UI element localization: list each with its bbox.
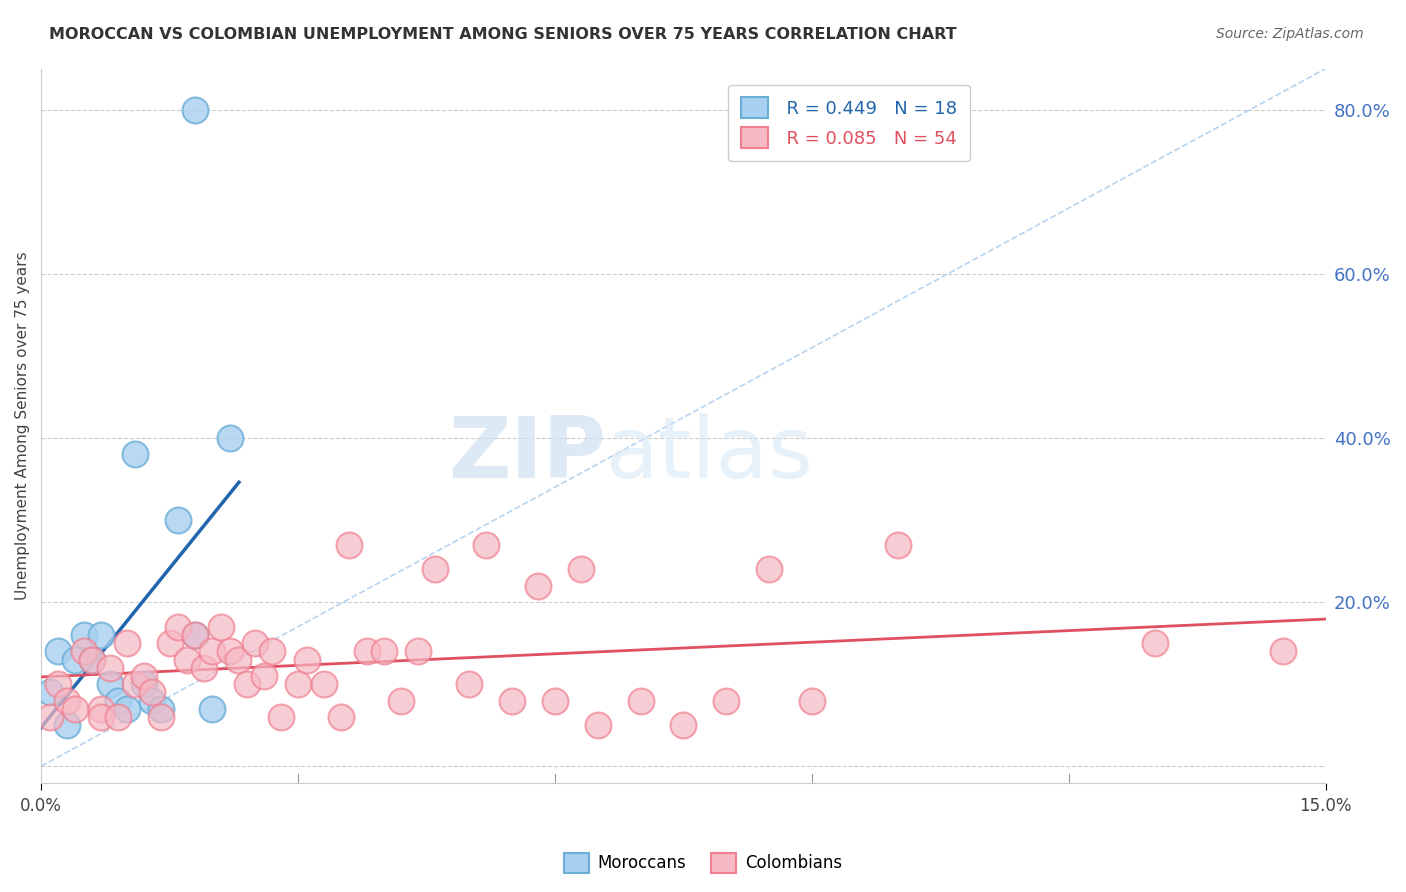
Point bbox=[115, 702, 138, 716]
Point bbox=[56, 693, 79, 707]
Point bbox=[406, 644, 429, 658]
Point bbox=[98, 661, 121, 675]
Point bbox=[312, 677, 335, 691]
Point bbox=[73, 644, 96, 658]
Point bbox=[124, 677, 146, 691]
Point bbox=[544, 693, 567, 707]
Point bbox=[245, 636, 267, 650]
Point bbox=[65, 652, 87, 666]
Point bbox=[423, 562, 446, 576]
Point bbox=[630, 693, 652, 707]
Point bbox=[56, 718, 79, 732]
Point bbox=[339, 538, 361, 552]
Point bbox=[90, 702, 112, 716]
Point bbox=[800, 693, 823, 707]
Point bbox=[235, 677, 257, 691]
Point bbox=[287, 677, 309, 691]
Point bbox=[176, 652, 198, 666]
Point bbox=[159, 636, 181, 650]
Point bbox=[373, 644, 395, 658]
Point bbox=[184, 628, 207, 642]
Point bbox=[90, 628, 112, 642]
Point bbox=[270, 710, 292, 724]
Point bbox=[167, 513, 190, 527]
Point bbox=[46, 677, 69, 691]
Point bbox=[1143, 636, 1166, 650]
Point bbox=[218, 431, 240, 445]
Point bbox=[107, 710, 129, 724]
Legend:   R = 0.449   N = 18,   R = 0.085   N = 54: R = 0.449 N = 18, R = 0.085 N = 54 bbox=[728, 85, 970, 161]
Point bbox=[193, 661, 215, 675]
Point bbox=[46, 644, 69, 658]
Point bbox=[184, 103, 207, 117]
Point bbox=[184, 628, 207, 642]
Point bbox=[1271, 644, 1294, 658]
Point bbox=[124, 447, 146, 461]
Point bbox=[389, 693, 412, 707]
Point bbox=[218, 644, 240, 658]
Point bbox=[586, 718, 609, 732]
Point bbox=[262, 644, 284, 658]
Point bbox=[201, 702, 224, 716]
Text: ZIP: ZIP bbox=[449, 413, 606, 496]
Point bbox=[90, 710, 112, 724]
Point bbox=[501, 693, 523, 707]
Point bbox=[295, 652, 318, 666]
Point bbox=[758, 562, 780, 576]
Point bbox=[141, 693, 163, 707]
Point bbox=[329, 710, 352, 724]
Point bbox=[132, 677, 155, 691]
Point bbox=[115, 636, 138, 650]
Point bbox=[527, 579, 550, 593]
Point bbox=[150, 702, 173, 716]
Point bbox=[150, 710, 173, 724]
Point bbox=[201, 644, 224, 658]
Point bbox=[356, 644, 378, 658]
Point bbox=[886, 538, 908, 552]
Point bbox=[253, 669, 276, 683]
Point bbox=[141, 685, 163, 699]
Point bbox=[82, 652, 104, 666]
Point bbox=[209, 620, 232, 634]
Point bbox=[672, 718, 695, 732]
Point bbox=[226, 652, 249, 666]
Point bbox=[475, 538, 498, 552]
Point bbox=[458, 677, 481, 691]
Point bbox=[38, 685, 60, 699]
Y-axis label: Unemployment Among Seniors over 75 years: Unemployment Among Seniors over 75 years bbox=[15, 252, 30, 600]
Point bbox=[716, 693, 738, 707]
Text: atlas: atlas bbox=[606, 413, 814, 496]
Point bbox=[98, 677, 121, 691]
Text: Source: ZipAtlas.com: Source: ZipAtlas.com bbox=[1216, 27, 1364, 41]
Point bbox=[82, 652, 104, 666]
Point bbox=[167, 620, 190, 634]
Point bbox=[65, 702, 87, 716]
Legend: Moroccans, Colombians: Moroccans, Colombians bbox=[558, 847, 848, 880]
Point bbox=[107, 693, 129, 707]
Text: MOROCCAN VS COLOMBIAN UNEMPLOYMENT AMONG SENIORS OVER 75 YEARS CORRELATION CHART: MOROCCAN VS COLOMBIAN UNEMPLOYMENT AMONG… bbox=[49, 27, 957, 42]
Point bbox=[569, 562, 592, 576]
Point bbox=[38, 710, 60, 724]
Point bbox=[132, 669, 155, 683]
Point bbox=[73, 628, 96, 642]
